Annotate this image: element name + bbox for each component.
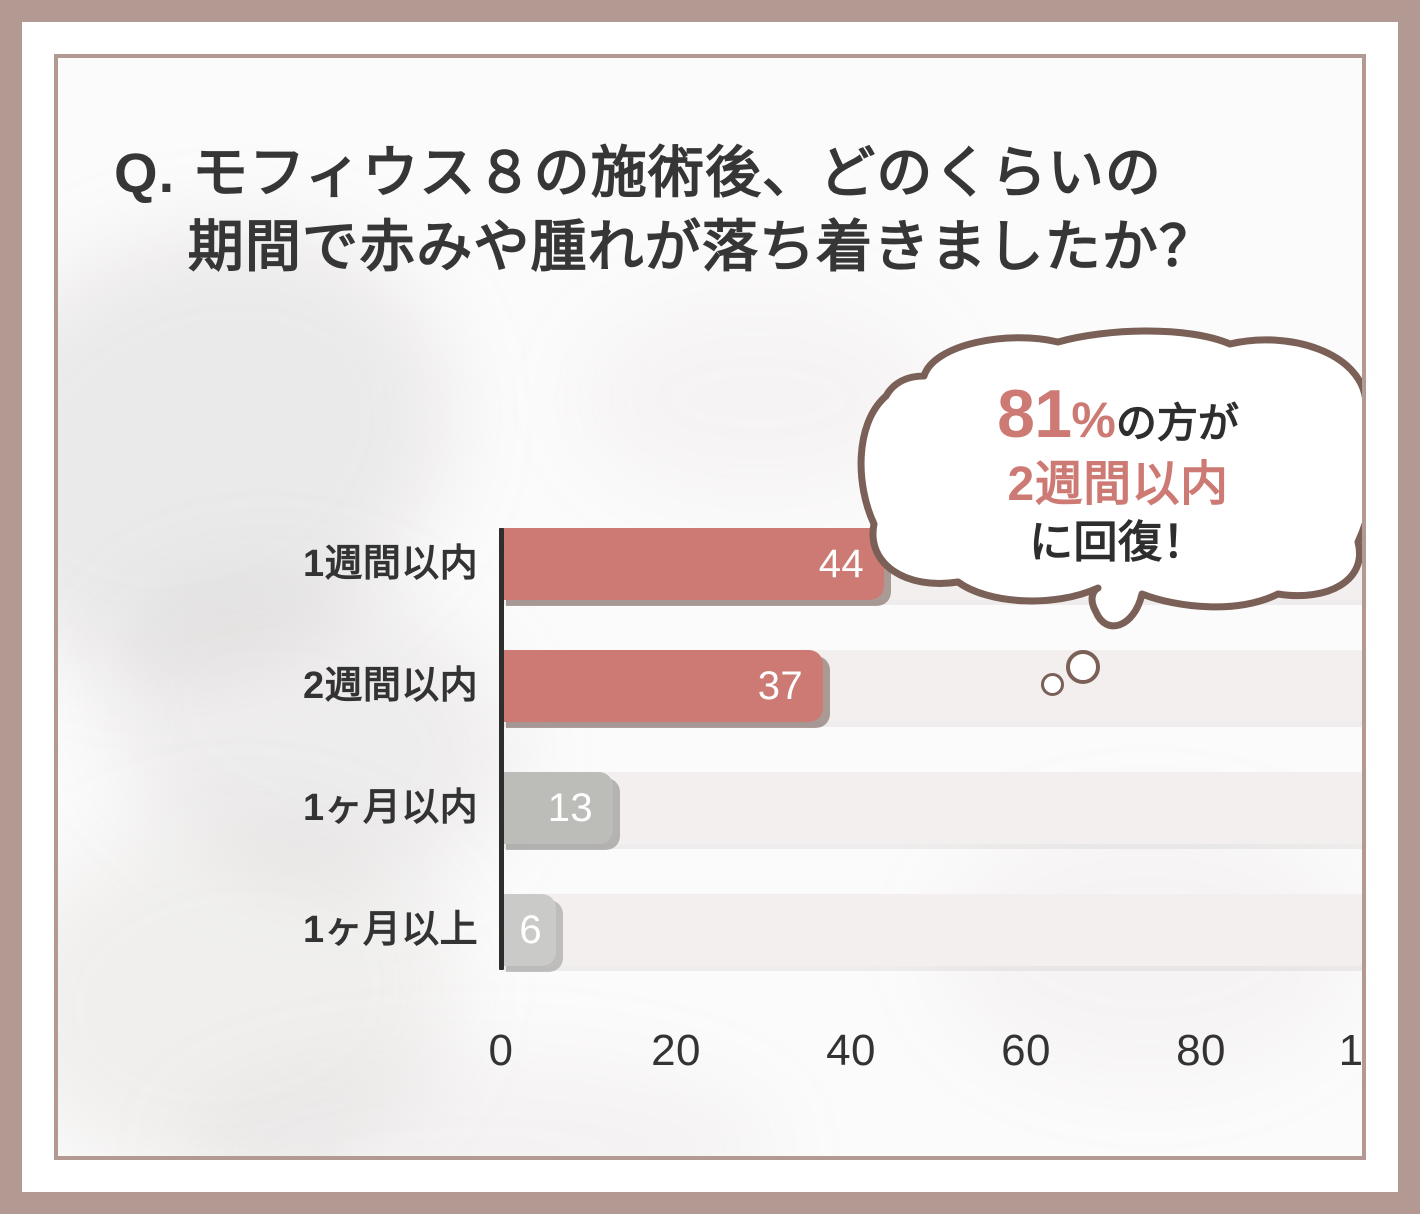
- x-tick-20: 20: [651, 1026, 701, 1075]
- bubble-percent-sign: %: [1071, 392, 1116, 448]
- bar-track-2: 13: [499, 772, 1362, 844]
- frame-white-gap: Q. モフィウス８の施術後、どのくらいの 期間で赤みや腫れが落ち着きましたか？ …: [22, 22, 1398, 1192]
- bubble-line-2: 2週間以内: [1007, 458, 1229, 512]
- category-label-1: 2週間以内: [302, 665, 478, 707]
- bar-2: 13: [499, 772, 613, 844]
- survey-meta: 調査日：2025年11月の全期間 調査方法：CrowdWorks・街頭インタビュ…: [240, 1118, 1244, 1156]
- x-axis: 0 20 40 60 80 100: [58, 1026, 1362, 1086]
- bubble-line-1-tail: の方が: [1115, 400, 1239, 446]
- bubble-dot-large: [1066, 650, 1100, 684]
- bar-track-1: 37: [499, 650, 1362, 722]
- bubble-text: 81%の方が 2週間以内 に回復！: [858, 376, 1362, 567]
- x-tick-0: 0: [488, 1026, 514, 1075]
- x-tick-80: 80: [1176, 1026, 1226, 1075]
- chart-row: 1ヶ月以内 13: [58, 772, 1362, 844]
- category-label-0: 1週間以内: [302, 543, 478, 585]
- content-canvas: Q. モフィウス８の施術後、どのくらいの 期間で赤みや腫れが落ち着きましたか？ …: [54, 54, 1366, 1160]
- bubble-dot-small: [1041, 673, 1064, 696]
- chart-row: 1ヶ月以上 6: [58, 894, 1362, 966]
- category-label-3: 1ヶ月以上: [302, 909, 478, 951]
- bubble-line-3: に回復！: [1029, 517, 1207, 567]
- bar-track-3: 6: [499, 894, 1362, 966]
- callout-bubble: 81%の方が 2週間以内 に回復！: [857, 327, 1362, 636]
- page-title: Q. モフィウス８の施術後、どのくらいの 期間で赤みや腫れが落ち着きましたか？: [114, 141, 1216, 278]
- x-tick-100: 100: [1338, 1026, 1364, 1075]
- bar-1: 37: [499, 650, 823, 722]
- x-tick-60: 60: [1001, 1026, 1051, 1075]
- y-axis-line: [499, 528, 504, 970]
- chart-row: 2週間以内 37: [58, 650, 1362, 722]
- bubble-shape: [857, 327, 1362, 630]
- bar-value-0: 44: [818, 541, 864, 586]
- bar-0: 44: [499, 528, 884, 600]
- bar-value-1: 37: [757, 663, 803, 708]
- category-label-2: 1ヶ月以内: [302, 787, 478, 829]
- bar-chart: 1週間以内 44 2週間以内 37: [58, 58, 1362, 1156]
- bar-value-2: 13: [547, 785, 593, 830]
- bubble-percent-number: 81: [997, 376, 1072, 452]
- bar-3: 6: [499, 894, 556, 966]
- bubble-line-1: 81%の方が: [858, 376, 1362, 452]
- x-tick-40: 40: [826, 1026, 876, 1075]
- bar-value-3: 6: [519, 907, 542, 952]
